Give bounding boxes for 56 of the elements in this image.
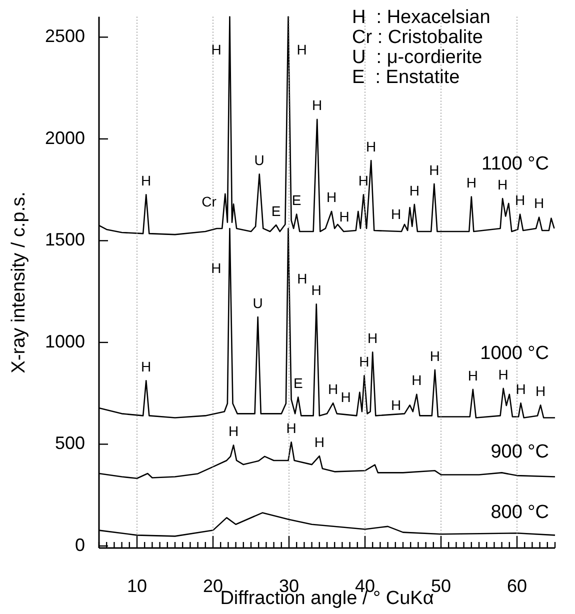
series-label: 1000 °C <box>480 343 549 364</box>
annotation: H : Hexacelsian <box>352 7 490 28</box>
annotation: H <box>468 367 478 384</box>
annotation: H <box>390 206 402 222</box>
series-label: 900 °C <box>490 441 549 462</box>
annotation: U <box>252 294 263 311</box>
annotation: H <box>498 366 508 382</box>
annotation: H <box>328 380 338 397</box>
x-tick-label: 60 <box>506 576 528 596</box>
annotation: H <box>312 97 322 114</box>
annotation: H <box>211 260 222 276</box>
annotation: H <box>412 372 422 388</box>
y-tick-label: 2000 <box>44 128 85 148</box>
annotation: H <box>340 389 351 406</box>
annotation: H <box>358 172 369 189</box>
y-tick-label: 1000 <box>44 331 85 352</box>
annotation: E <box>292 192 302 208</box>
annotation: H <box>286 420 296 436</box>
annotation: E <box>293 375 303 392</box>
annotation: H <box>228 423 239 440</box>
annotation: U <box>254 152 264 168</box>
annotation: U : μ-cordierite <box>352 47 484 68</box>
annotation: H <box>430 348 440 364</box>
annotation: H <box>359 353 370 370</box>
y-tick-label: 1500 <box>44 230 85 250</box>
annotation: Cr : Cristobalite <box>352 27 484 48</box>
y-tick-label: 500 <box>54 433 85 454</box>
annotation: H <box>314 434 324 450</box>
annotation: H <box>311 282 322 298</box>
annotation: H <box>326 189 337 206</box>
y-axis-title: X-ray intensity / c.p.s. <box>8 192 30 374</box>
annotation: H <box>409 182 420 198</box>
y-tick-label: 0 <box>74 534 85 555</box>
series-label: 1100 °C <box>482 153 549 174</box>
annotation: H <box>297 270 308 287</box>
annotation: E : Enstatite <box>352 67 461 88</box>
annotation: H <box>141 172 152 189</box>
annotation: H <box>296 42 307 58</box>
annotation: H <box>534 195 544 212</box>
annotation: H <box>368 330 378 346</box>
annotation: H <box>535 382 546 399</box>
annotation: H <box>339 208 350 225</box>
annotation: E <box>271 202 281 219</box>
annotation: H <box>516 380 526 397</box>
annotation: H <box>429 162 440 178</box>
annotation: H <box>514 192 526 208</box>
annotation: H <box>390 397 402 414</box>
y-tick-label: 2500 <box>44 26 85 46</box>
annotation: Cr <box>202 193 217 210</box>
annotation: H <box>211 42 222 58</box>
annotation: H <box>466 174 476 191</box>
series-label: 800 °C <box>490 502 549 523</box>
x-tick-label: 10 <box>126 576 148 596</box>
annotation: H <box>141 358 152 375</box>
annotation: H <box>366 138 376 154</box>
annotation: H <box>497 176 508 192</box>
